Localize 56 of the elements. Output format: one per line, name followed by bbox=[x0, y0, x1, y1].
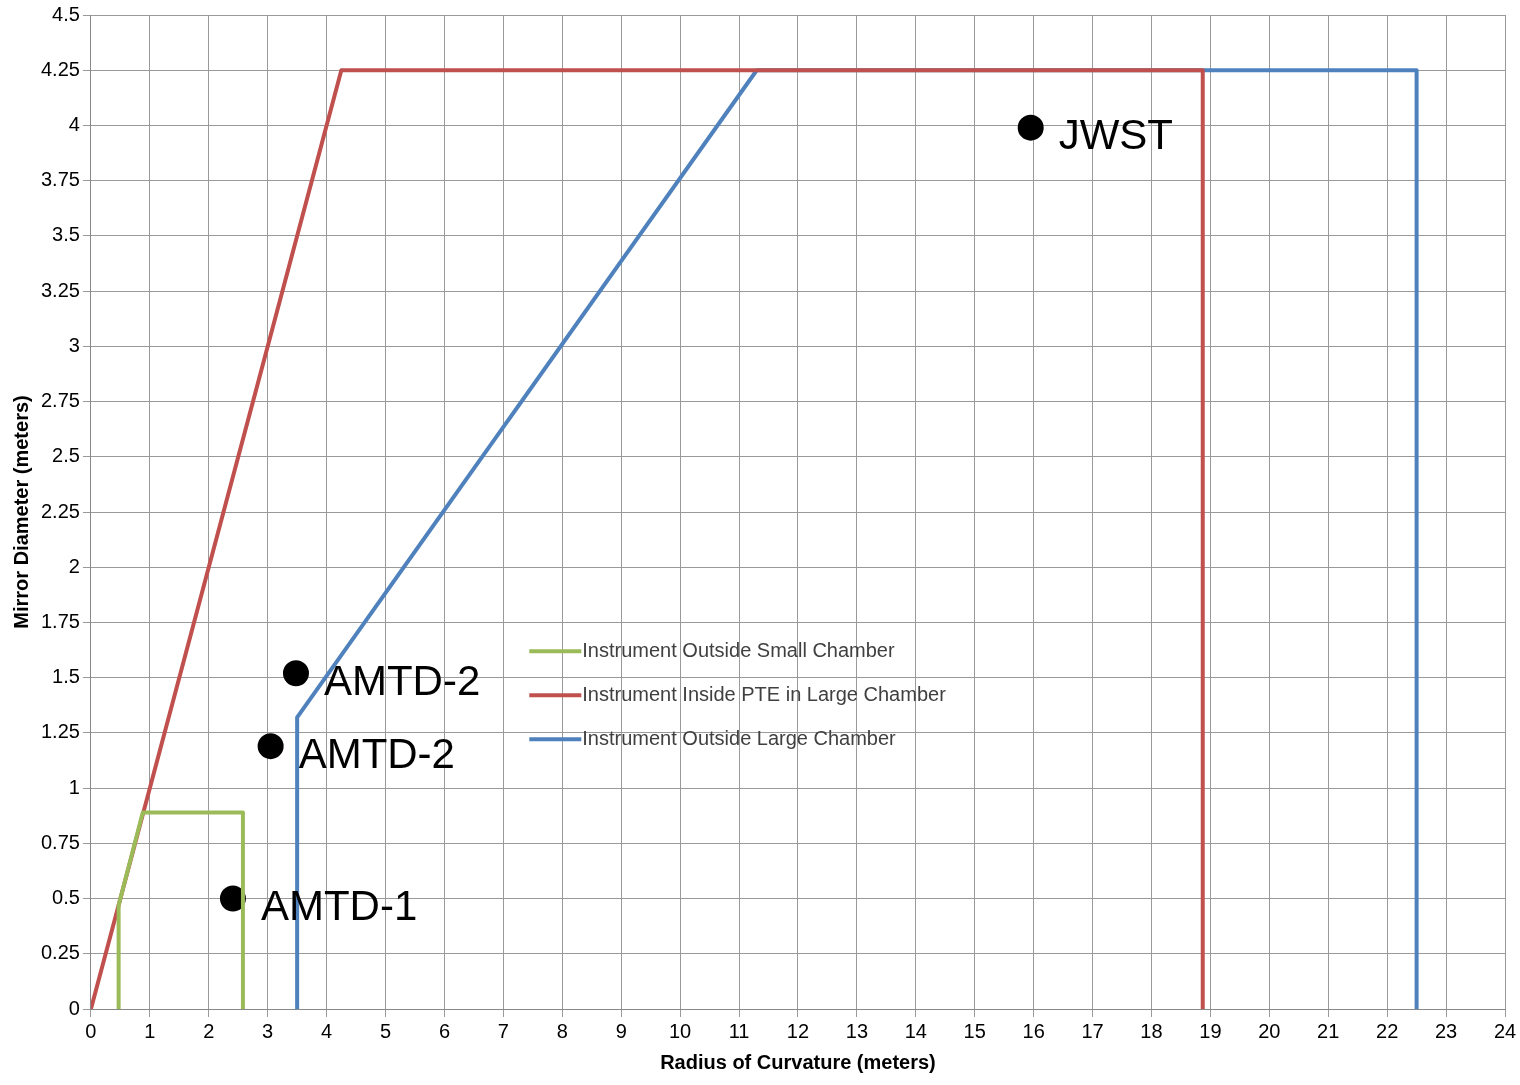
x-tick-label: 22 bbox=[1376, 1019, 1399, 1042]
y-tick-label: 4 bbox=[68, 112, 80, 135]
y-tick-label: 3.25 bbox=[40, 278, 80, 301]
x-tick-label: 21 bbox=[1317, 1019, 1340, 1042]
x-tick-label: 12 bbox=[786, 1019, 810, 1042]
y-tick-label: 1.25 bbox=[40, 720, 80, 743]
x-tick-label: 11 bbox=[728, 1019, 750, 1042]
x-tick-label: 20 bbox=[1258, 1019, 1281, 1042]
y-tick-label: 1.75 bbox=[40, 609, 80, 632]
x-tick-label: 3 bbox=[262, 1019, 274, 1042]
y-tick-label: 0.75 bbox=[40, 830, 80, 853]
x-tick-label: 18 bbox=[1140, 1019, 1163, 1042]
y-tick-label: 2 bbox=[68, 554, 80, 577]
y-tick-label: 4.25 bbox=[40, 57, 80, 80]
point bbox=[257, 733, 284, 760]
x-tick-label: 15 bbox=[963, 1019, 986, 1042]
y-tick-label: 2.75 bbox=[40, 389, 80, 412]
legend-label: Instrument Inside PTE in Large Chamber bbox=[582, 682, 947, 705]
y-tick-label: 0.5 bbox=[52, 886, 80, 909]
x-tick-label: 10 bbox=[669, 1019, 692, 1042]
x-tick-label: 14 bbox=[904, 1019, 927, 1042]
y-tick-label: 2.5 bbox=[52, 444, 80, 467]
x-tick-label: 13 bbox=[845, 1019, 869, 1042]
y-tick-label: 3.75 bbox=[40, 168, 80, 191]
y-tick-label: 4.5 bbox=[52, 2, 80, 25]
legend-label: Instrument Outside Large Chamber bbox=[582, 726, 897, 749]
x-tick-label: 4 bbox=[321, 1019, 333, 1042]
x-tick-label: 2 bbox=[203, 1019, 215, 1042]
annotation: JWST bbox=[1058, 111, 1174, 159]
x-tick-label: 16 bbox=[1022, 1019, 1045, 1042]
y-tick-label: 3 bbox=[68, 333, 80, 356]
annotation: AMTD-2 bbox=[323, 656, 481, 704]
x-tick-label: 1 bbox=[144, 1019, 156, 1042]
annotation: AMTD-2 bbox=[298, 729, 455, 777]
point bbox=[219, 885, 246, 912]
y-tick-label: 3.5 bbox=[52, 223, 80, 246]
x-tick-label: 0 bbox=[85, 1019, 97, 1042]
x-tick-label: 23 bbox=[1434, 1019, 1458, 1042]
x-tick-label: 9 bbox=[615, 1019, 627, 1042]
x-tick-label: 7 bbox=[497, 1019, 509, 1042]
x-tick-label: 8 bbox=[556, 1019, 568, 1042]
point bbox=[1017, 114, 1044, 141]
y-tick-label: 1 bbox=[68, 775, 80, 798]
x-axis-title: Radius of Curvature (meters) bbox=[660, 1050, 936, 1073]
x-tick-label: 19 bbox=[1199, 1019, 1222, 1042]
y-tick-label: 0.25 bbox=[40, 941, 80, 964]
x-tick-label: 17 bbox=[1081, 1019, 1104, 1042]
y-tick-label: 1.5 bbox=[52, 665, 80, 688]
x-tick-label: 24 bbox=[1493, 1019, 1517, 1042]
y-tick-label: 2.25 bbox=[40, 499, 80, 522]
y-axis-title: Mirror Diameter (meters) bbox=[9, 395, 32, 629]
y-tick-label: 0 bbox=[68, 996, 80, 1019]
x-tick-label: 5 bbox=[379, 1019, 392, 1042]
point bbox=[282, 660, 309, 687]
x-tick-label: 6 bbox=[438, 1019, 451, 1042]
legend-label: Instrument Outside Small Chamber bbox=[582, 638, 895, 661]
